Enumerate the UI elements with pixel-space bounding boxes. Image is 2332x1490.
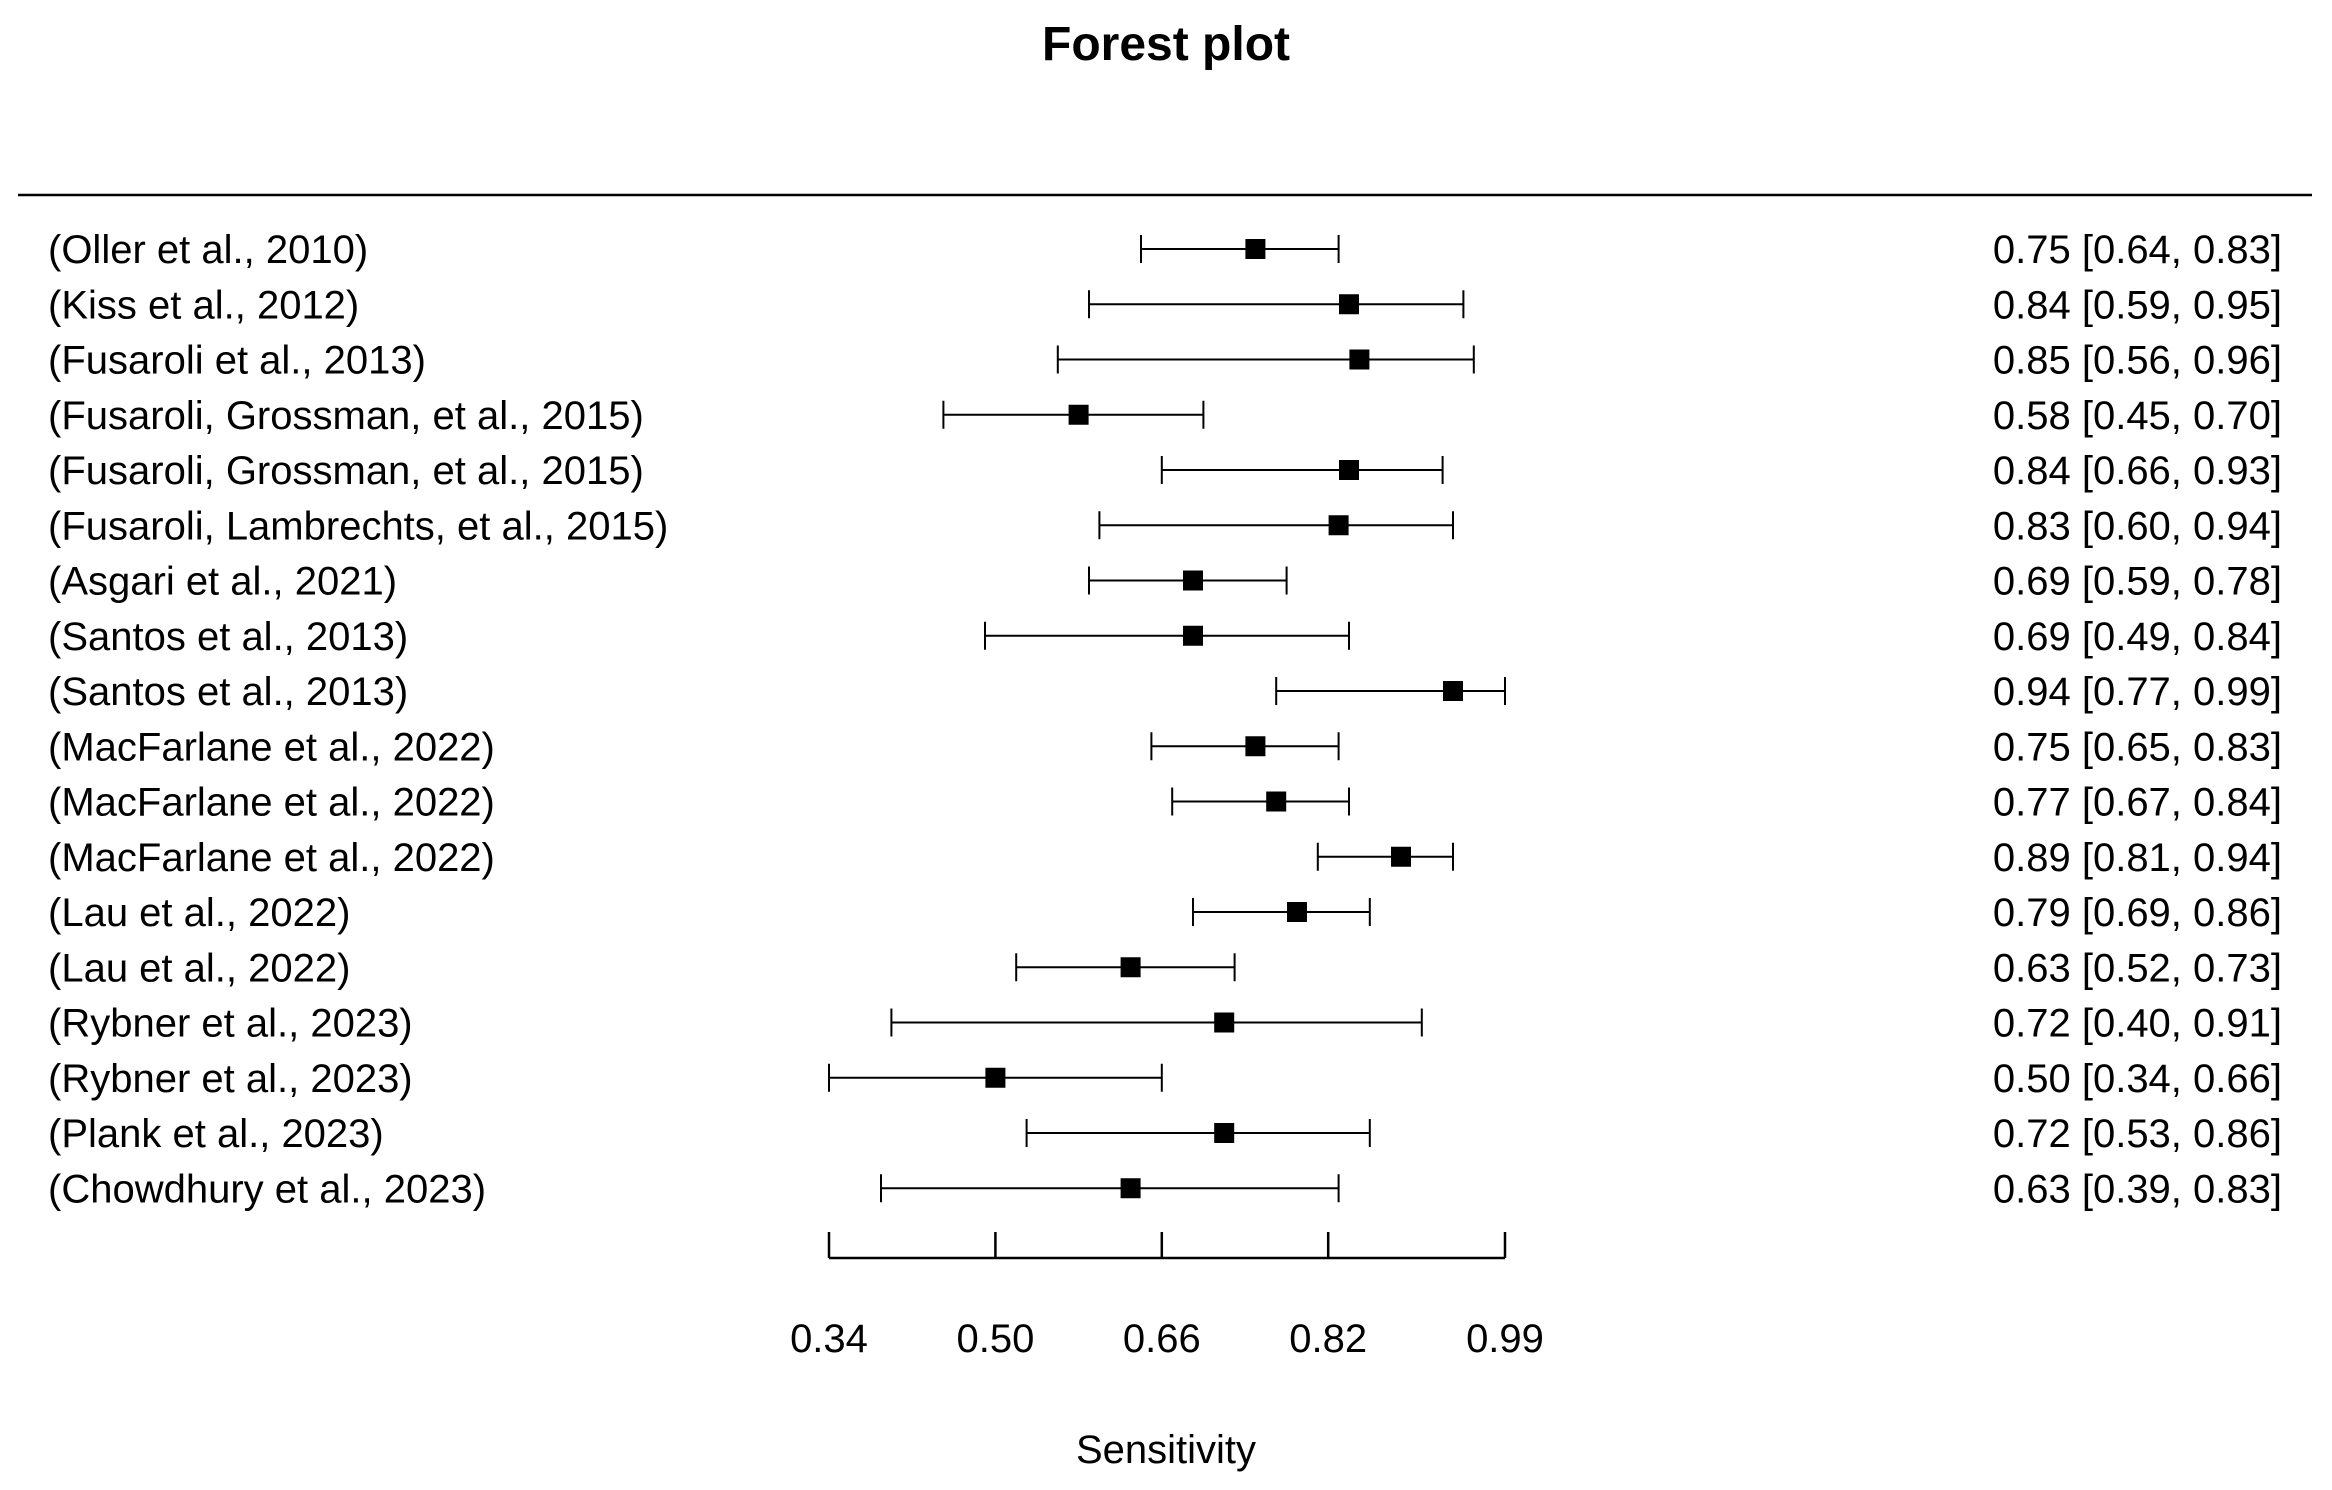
study-row-15: (Rybner et al., 2023) 0.72 [0.40, 0.91] [48,1002,2282,1046]
x-tick-label: 0.99 [1466,1317,1544,1361]
study-row-16: (Rybner et al., 2023) 0.50 [0.34, 0.66] [48,1057,2282,1101]
chart-title: Forest plot [1042,18,1290,71]
study-label: (Kiss et al., 2012) [48,283,359,327]
study-row-17: (Plank et al., 2023) 0.72 [0.53, 0.86] [48,1112,2282,1156]
x-axis: 0.34 0.50 0.66 0.82 0.99 [790,1232,1544,1361]
estimate-ci-text: 0.72 [0.53, 0.86] [1993,1112,2282,1156]
estimate-ci-text: 0.50 [0.34, 0.66] [1993,1057,2282,1101]
x-tick-label: 0.82 [1289,1317,1367,1361]
estimate-marker [1183,570,1203,591]
study-row-1: (Oller et al., 2010) 0.75 [0.64, 0.83] [48,228,2282,272]
study-row-12: (MacFarlane et al., 2022) 0.89 [0.81, 0.9… [48,836,2282,880]
study-row-10: (MacFarlane et al., 2022) 0.75 [0.65, 0.8… [48,725,2282,769]
estimate-marker [1266,791,1287,812]
estimate-ci-text: 0.85 [0.56, 0.96] [1993,339,2282,383]
study-label: (Fusaroli, Grossman, et al., 2015) [48,394,644,438]
x-tick-label: 0.34 [790,1317,868,1361]
estimate-marker [1339,460,1359,480]
estimate-marker [1120,1178,1141,1199]
estimate-marker [1443,681,1463,701]
study-label: (Fusaroli et al., 2013) [48,339,426,383]
study-label: (Santos et al., 2013) [48,615,408,659]
estimate-ci-text: 0.69 [0.49, 0.84] [1993,615,2282,659]
study-label: (Asgari et al., 2021) [48,560,397,604]
estimate-marker [985,1067,1006,1088]
study-row-5: (Fusaroli, Grossman, et al., 2015) 0.84 [… [48,449,2282,493]
estimate-marker [1245,736,1266,757]
estimate-ci-text: 0.75 [0.65, 0.83] [1993,725,2282,769]
study-label: (Lau et al., 2022) [48,946,350,990]
study-row-2: (Kiss et al., 2012) 0.84 [0.59, 0.95] [48,283,2282,327]
estimate-marker [1120,957,1141,978]
study-row-8: (Santos et al., 2013) 0.69 [0.49, 0.84] [48,615,2282,659]
study-label: (Fusaroli, Grossman, et al., 2015) [48,449,644,493]
study-label: (Lau et al., 2022) [48,891,350,935]
estimate-ci-text: 0.77 [0.67, 0.84] [1993,781,2282,825]
estimate-ci-text: 0.79 [0.69, 0.86] [1993,891,2282,935]
estimate-ci-text: 0.63 [0.39, 0.83] [1993,1167,2282,1211]
study-label: (Plank et al., 2023) [48,1112,384,1156]
estimate-ci-text: 0.84 [0.59, 0.95] [1993,283,2282,327]
estimate-ci-text: 0.72 [0.40, 0.91] [1993,1002,2282,1046]
study-label: (Rybner et al., 2023) [48,1057,413,1101]
estimate-marker [1349,349,1370,370]
estimate-ci-text: 0.69 [0.59, 0.78] [1993,560,2282,604]
estimate-marker [1287,902,1307,922]
study-row-18: (Chowdhury et al., 2023) 0.63 [0.39, 0.83… [48,1167,2282,1211]
study-row-3: (Fusaroli et al., 2013) 0.85 [0.56, 0.96] [48,339,2282,383]
study-label: (Fusaroli, Lambrechts, et al., 2015) [48,504,668,548]
estimate-marker [1391,846,1411,867]
estimate-ci-text: 0.63 [0.52, 0.73] [1993,946,2282,990]
estimate-marker [1068,404,1089,425]
study-row-7: (Asgari et al., 2021) 0.69 [0.59, 0.78] [48,560,2282,604]
study-row-9: (Santos et al., 2013) 0.94 [0.77, 0.99] [48,670,2282,714]
x-tick-label: 0.50 [956,1317,1034,1361]
estimate-ci-text: 0.75 [0.64, 0.83] [1993,228,2282,272]
study-row-11: (MacFarlane et al., 2022) 0.77 [0.67, 0.8… [48,781,2282,825]
study-label: (Santos et al., 2013) [48,670,408,714]
study-row-13: (Lau et al., 2022) 0.79 [0.69, 0.86] [48,891,2282,935]
estimate-ci-text: 0.58 [0.45, 0.70] [1993,394,2282,438]
estimate-ci-text: 0.83 [0.60, 0.94] [1993,504,2282,548]
study-label: (Oller et al., 2010) [48,228,368,272]
study-label: (MacFarlane et al., 2022) [48,725,495,769]
estimate-marker [1214,1012,1235,1033]
study-label: (MacFarlane et al., 2022) [48,781,495,825]
study-label: (Rybner et al., 2023) [48,1002,413,1046]
x-axis-label: Sensitivity [1076,1428,1256,1472]
study-row-14: (Lau et al., 2022) 0.63 [0.52, 0.73] [48,946,2282,990]
study-row-6: (Fusaroli, Lambrechts, et al., 2015) 0.83… [48,504,2282,548]
estimate-ci-text: 0.84 [0.66, 0.93] [1993,449,2282,493]
study-label: (Chowdhury et al., 2023) [48,1167,486,1211]
estimate-ci-text: 0.89 [0.81, 0.94] [1993,836,2282,880]
estimate-marker [1328,515,1349,536]
x-tick-label: 0.66 [1123,1317,1201,1361]
estimate-marker [1245,239,1266,259]
study-row-4: (Fusaroli, Grossman, et al., 2015) 0.58 [… [48,394,2282,438]
estimate-ci-text: 0.94 [0.77, 0.99] [1993,670,2282,714]
study-rows: (Oller et al., 2010) 0.75 [0.64, 0.83] (Ki… [48,228,2282,1211]
estimate-marker [1183,625,1203,646]
estimate-marker [1339,294,1359,315]
study-label: (MacFarlane et al., 2022) [48,836,495,880]
estimate-marker [1214,1123,1235,1143]
